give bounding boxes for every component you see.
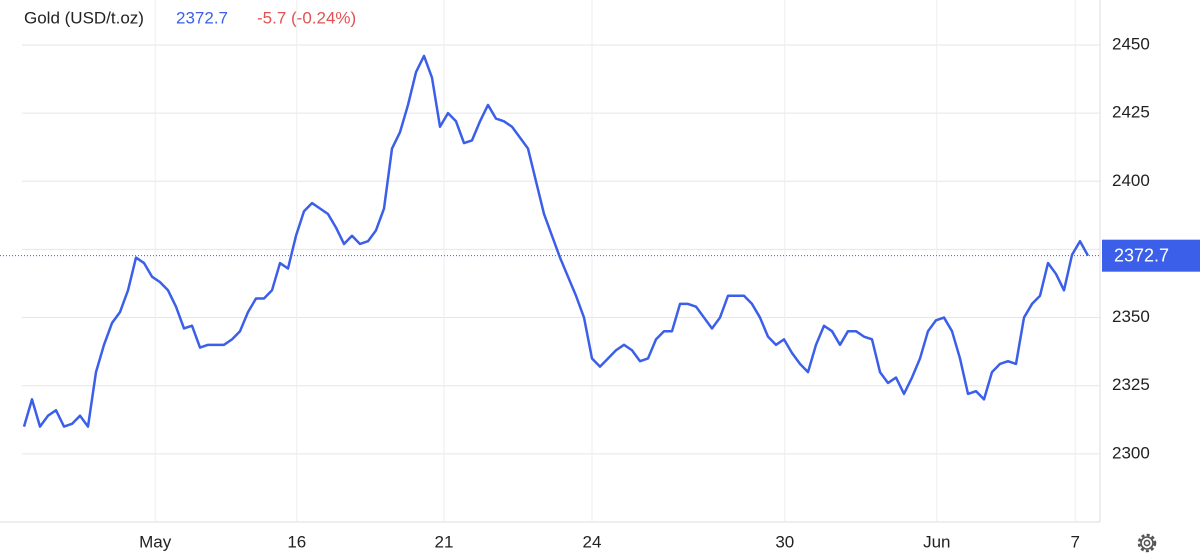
y-tick-label: 2300 xyxy=(1112,443,1150,462)
last-price-label: 2372.7 xyxy=(1114,245,1169,265)
x-tick-label: 30 xyxy=(775,532,794,551)
y-tick-label: 2350 xyxy=(1112,307,1150,326)
x-tick-label: Jun xyxy=(923,532,950,551)
y-tick-label: 2450 xyxy=(1112,34,1150,53)
x-tick-label: 16 xyxy=(287,532,306,551)
y-tick-label: 2425 xyxy=(1112,103,1150,122)
x-tick-label: May xyxy=(139,532,172,551)
last-price-box xyxy=(1102,239,1200,272)
chart-title: Gold (USD/t.oz) xyxy=(24,8,144,27)
x-tick-label: 24 xyxy=(583,532,602,551)
price: 2372.7 xyxy=(176,8,228,27)
x-tick-label: 7 xyxy=(1070,532,1079,551)
change: -5.7 (-0.24%) xyxy=(257,8,356,27)
settings-icon[interactable] xyxy=(1137,533,1157,553)
y-tick-label: 2325 xyxy=(1112,375,1150,394)
price-line xyxy=(22,54,1090,428)
x-tick-label: 21 xyxy=(435,532,454,551)
y-tick-label: 2400 xyxy=(1112,171,1150,190)
